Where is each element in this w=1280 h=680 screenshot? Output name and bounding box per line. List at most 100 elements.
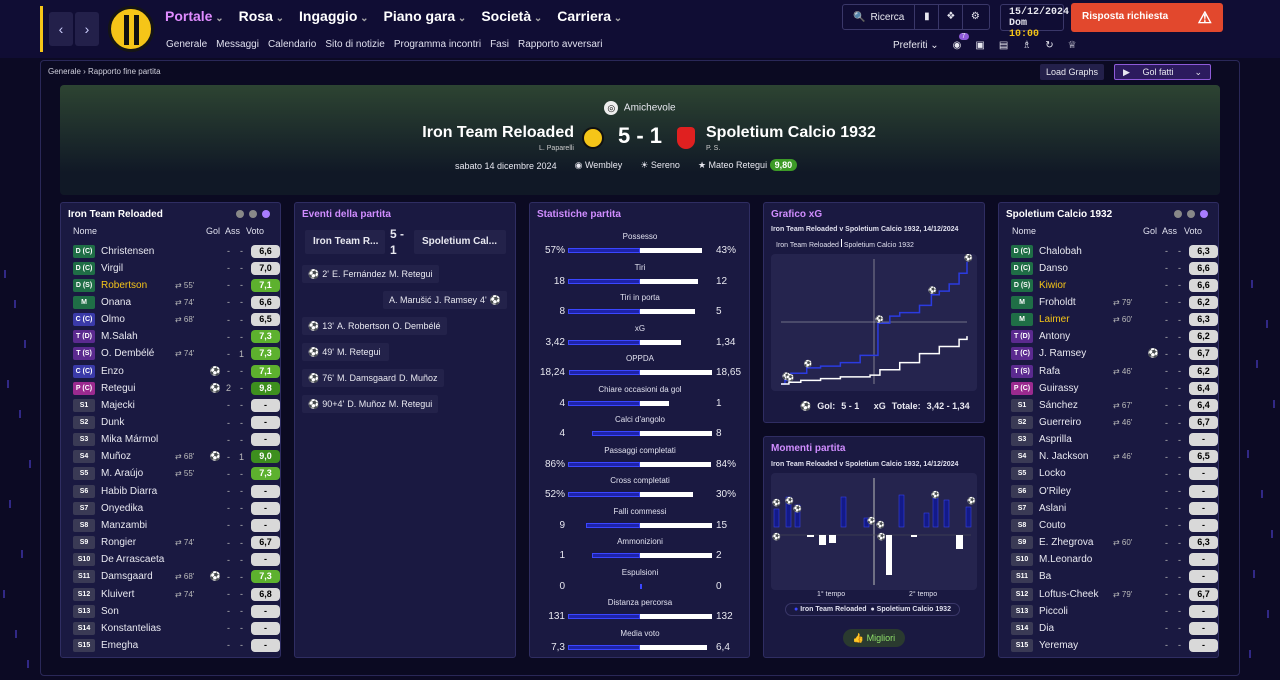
stadium[interactable]: ◉ Wembley <box>575 160 623 171</box>
trophy-icon[interactable]: ♕ <box>1067 40 1077 51</box>
player-row[interactable]: D (C) Virgil - -7,0 <box>73 260 280 276</box>
player-row[interactable]: S13 Son - - - <box>73 603 280 619</box>
player-name[interactable]: De Arrascaeta <box>101 554 165 566</box>
submenu-calendario[interactable]: Calendario <box>267 39 317 50</box>
player-name[interactable]: O. Dembélé <box>101 348 155 360</box>
player-row[interactable]: S14 Konstantelias - - - <box>73 620 280 636</box>
player-row[interactable]: S3 Mika Mármol - - - <box>73 432 280 448</box>
player-row[interactable]: S4 Muñoz ⇄ 68' ⚽ -1 9,0 <box>73 449 280 465</box>
submenu-generale[interactable]: Generale <box>166 39 208 50</box>
player-name[interactable]: Son <box>101 605 119 617</box>
player-name[interactable]: Rafa <box>1039 365 1061 377</box>
player-name[interactable]: Habib Diarra <box>101 485 158 497</box>
back-button[interactable]: ‹ <box>49 12 73 46</box>
inbox-icon[interactable]: ◉ 7 <box>953 33 969 51</box>
home-team-name[interactable]: Iron Team Reloaded <box>422 124 574 141</box>
player-row[interactable]: M Onana ⇄ 74' - -6,6 <box>73 294 280 310</box>
player-row[interactable]: S9 E. Zhegrova ⇄ 60' - -6,3 <box>1011 535 1218 551</box>
player-name[interactable]: Emegha <box>101 639 139 651</box>
player-row[interactable]: S11 Damsgaard ⇄ 68' ⚽ - -7,3 <box>73 569 280 585</box>
date-continue-box[interactable]: 15/12/2024 Dom 10:00 <box>1000 4 1069 40</box>
match-event[interactable]: ⚽ 13' A. Robertson O. Dembélé <box>302 317 447 335</box>
player-name[interactable]: Christensen <box>101 245 155 257</box>
player-row[interactable]: S4 N. Jackson ⇄ 46' - -6,5 <box>1011 449 1218 465</box>
player-name[interactable]: Dia <box>1039 622 1055 634</box>
player-row[interactable]: S14 Dia - - - <box>1011 620 1218 636</box>
player-row[interactable]: D (S) Kiwior - -6,6 <box>1011 277 1218 293</box>
player-name[interactable]: Sánchez <box>1039 399 1078 411</box>
brain-icon[interactable]: ❖ <box>939 5 964 29</box>
player-name[interactable]: Guirassy <box>1039 382 1079 394</box>
menu-ingaggio[interactable]: Ingaggio <box>299 8 369 24</box>
player-name[interactable]: Aslani <box>1039 502 1067 514</box>
player-name[interactable]: Froholdt <box>1039 296 1076 308</box>
shirt-icon[interactable]: ▣ <box>975 40 985 51</box>
away-team-name[interactable]: Spoletium Calcio 1932 <box>706 124 876 141</box>
player-row[interactable]: M Froholdt ⇄ 79' - -6,2 <box>1011 294 1218 310</box>
player-row[interactable]: T (D) Antony - -6,2 <box>1011 329 1218 345</box>
player-name[interactable]: Muñoz <box>101 451 132 463</box>
player-row[interactable]: P (C) Guirassy - -6,4 <box>1011 380 1218 396</box>
player-row[interactable]: S2 Dunk - - - <box>73 415 280 431</box>
player-name[interactable]: Olmo <box>101 314 125 326</box>
response-required-button[interactable]: Risposta richiesta ⚠ <box>1071 3 1223 32</box>
player-name[interactable]: J. Ramsey <box>1039 348 1087 360</box>
submenu-fasi[interactable]: Fasi <box>490 39 509 50</box>
match-event[interactable]: ⚽ 90+4' D. Muñoz M. Retegui <box>302 395 439 413</box>
gear-icon[interactable]: ⚙ <box>970 11 980 22</box>
player-name[interactable]: Kiwior <box>1039 279 1067 291</box>
player-name[interactable]: Guerreiro <box>1039 417 1082 428</box>
player-row[interactable]: S10 M.Leonardo - - - <box>1011 552 1218 568</box>
player-row[interactable]: D (C) Chalobah - -6,3 <box>1011 243 1218 259</box>
player-row[interactable]: D (C) Danso - -6,6 <box>1011 260 1218 276</box>
player-name[interactable]: Damsgaard <box>101 571 153 583</box>
player-row[interactable]: T (S) O. Dembélé ⇄ 74' -1 7,3 <box>73 346 280 362</box>
player-row[interactable]: C (C) Olmo ⇄ 68' - -6,5 <box>73 312 280 328</box>
player-name[interactable]: M.Leonardo <box>1039 554 1093 566</box>
club-logo[interactable] <box>108 6 154 52</box>
player-name[interactable]: M. Araújo <box>101 468 144 480</box>
menu-carriera[interactable]: Carriera <box>557 8 622 24</box>
player-name[interactable]: Manzambi <box>101 519 148 531</box>
player-row[interactable]: S1 Sánchez ⇄ 67' - -6,4 <box>1011 397 1218 413</box>
match-event[interactable]: A. Marušić J. Ramsey 4' ⚽ <box>383 291 507 309</box>
preferences-dropdown[interactable]: Preferiti ⌄ <box>893 40 939 51</box>
match-event[interactable]: ⚽ 49' M. Retegui <box>302 343 390 361</box>
player-row[interactable]: M Laimer ⇄ 60' - -6,3 <box>1011 312 1218 328</box>
player-name[interactable]: Onana <box>101 296 132 308</box>
player-name[interactable]: Ba <box>1039 571 1052 583</box>
player-row[interactable]: S5 Locko - - - <box>1011 466 1218 482</box>
player-row[interactable]: C (C) Enzo ⚽ - -7,1 <box>73 363 280 379</box>
player-name[interactable]: O'Riley <box>1039 485 1071 497</box>
player-row[interactable]: D (S) Robertson ⇄ 55' - -7,1 <box>73 277 280 293</box>
player-name[interactable]: Yeremay <box>1039 639 1079 651</box>
menu-societa[interactable]: Società <box>481 8 542 24</box>
submenu-rapporto-avversari[interactable]: Rapporto avversari <box>517 39 603 50</box>
player-name[interactable]: Kluivert <box>101 588 135 600</box>
player-row[interactable]: S7 Onyedika - - - <box>73 500 280 516</box>
player-row[interactable]: S1 Majecki - - - <box>73 397 280 413</box>
player-name[interactable]: N. Jackson <box>1039 451 1089 463</box>
player-name[interactable]: Robertson <box>101 279 148 291</box>
match-event[interactable]: ⚽ 76' M. Damsgaard D. Muñoz <box>302 369 444 387</box>
gol-fatti-dropdown[interactable]: ▶ Gol fatti ⌄ <box>1114 64 1211 80</box>
search-button[interactable]: 🔍 Ricerca <box>843 5 916 29</box>
menu-piano-gara[interactable]: Piano gara <box>384 8 467 24</box>
player-name[interactable]: Loftus-Cheek <box>1039 588 1099 600</box>
view-toggle-dots[interactable] <box>1174 210 1208 218</box>
submenu-messaggi[interactable]: Messaggi <box>216 39 259 50</box>
load-graphs-button[interactable]: Load Graphs <box>1040 64 1104 80</box>
player-row[interactable]: D (C) Christensen - -6,6 <box>73 243 280 259</box>
player-row[interactable]: S8 Manzambi - - - <box>73 517 280 533</box>
player-name[interactable]: Rongier <box>101 537 137 549</box>
player-name[interactable]: Majecki <box>101 399 135 411</box>
player-row[interactable]: S9 Rongier ⇄ 74' - -6,7 <box>73 535 280 551</box>
player-name[interactable]: Retegui <box>101 382 136 394</box>
player-row[interactable]: S5 M. Araújo ⇄ 55' - -7,3 <box>73 466 280 482</box>
player-row[interactable]: T (D) M.Salah - -7,3 <box>73 329 280 345</box>
player-name[interactable]: Asprilla <box>1039 434 1072 446</box>
player-name[interactable]: Chalobah <box>1039 245 1082 257</box>
player-of-match[interactable]: ★ Mateo Retegui 9,80 <box>698 159 798 171</box>
player-row[interactable]: S7 Aslani - - - <box>1011 500 1218 516</box>
player-name[interactable]: Virgil <box>101 262 124 274</box>
